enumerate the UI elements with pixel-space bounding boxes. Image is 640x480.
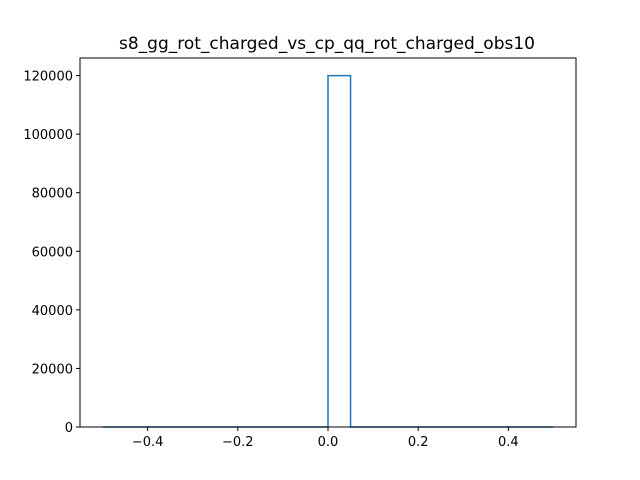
y-tick-label: 40000 xyxy=(32,304,73,319)
y-tick-label: 120000 xyxy=(23,70,73,85)
y-tick-label: 0 xyxy=(65,421,73,436)
x-tick-label: −0.2 xyxy=(222,435,254,450)
x-tick-label: 0.2 xyxy=(408,435,429,450)
y-tick-label: 60000 xyxy=(32,245,73,260)
y-tick-label: 80000 xyxy=(32,187,73,202)
x-tick-label: −0.4 xyxy=(132,435,164,450)
x-axis-ticks: −0.4 −0.2 0.0 0.2 0.4 xyxy=(132,427,519,450)
y-tick-label: 100000 xyxy=(23,128,73,143)
histogram-step-line xyxy=(102,74,554,428)
x-tick-label: 0.4 xyxy=(498,435,519,450)
y-tick-label: 20000 xyxy=(32,362,73,377)
y-axis-ticks: 0 20000 40000 60000 80000 100000 120000 xyxy=(23,70,80,436)
histogram-bin xyxy=(328,76,351,427)
chart-title: s8_gg_rot_charged_vs_cp_qq_rot_charged_o… xyxy=(119,34,535,54)
plot-area xyxy=(102,74,554,428)
x-tick-label: 0.0 xyxy=(318,435,339,450)
